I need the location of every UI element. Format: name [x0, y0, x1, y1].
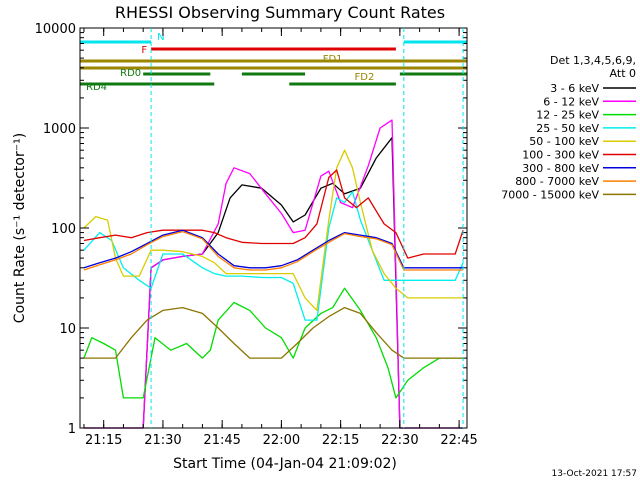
x-tick-label: 21:45 — [203, 433, 240, 448]
axes: 21:15 21:30 21:45 22:00 22:15 22:30 22:45 1 10 10… — [35, 22, 478, 448]
legend-label: 25 - 50 keV — [536, 122, 599, 135]
legend-label: 7000 - 15000 keV — [501, 188, 599, 201]
flag-bars: NF FD1 FD2 RD0 RD4 — [80, 32, 467, 93]
chart-title: RHESSI Observing Summary Count Rates — [115, 3, 445, 22]
x-tick-label: 22:30 — [381, 433, 418, 448]
x-tick-label: 21:30 — [144, 433, 181, 448]
y-tick-label: 1 — [68, 422, 76, 437]
y-tick-label: 10000 — [35, 22, 76, 37]
legend-header: Att 0 — [610, 67, 636, 80]
x-tick-label: 22:15 — [322, 433, 359, 448]
legend-label: 100 - 300 keV — [522, 149, 599, 162]
flag-label-f: F — [141, 45, 147, 56]
x-tick-label: 21:15 — [85, 433, 122, 448]
y-tick-label: 10 — [59, 322, 76, 337]
timestamp: 13-Oct-2021 17:57 — [552, 469, 637, 479]
y-axis-label: Count Rate (s⁻¹ detector⁻¹) — [12, 133, 28, 323]
x-axis-label: Start Time (04-Jan-04 21:09:02) — [173, 456, 397, 472]
legend-label: 300 - 800 keV — [522, 162, 599, 175]
legend-label: 50 - 100 keV — [529, 135, 599, 148]
legend-header: Det 1,3,4,5,6,9, — [550, 54, 636, 67]
y-tick-label: 100 — [51, 222, 76, 237]
flag-label-n: N — [157, 32, 164, 43]
flag-label-fd2: FD2 — [355, 72, 375, 83]
legend-label: 3 - 6 keV — [550, 82, 599, 95]
flag-label-rd4: RD4 — [86, 82, 107, 93]
x-tick-label: 22:00 — [263, 433, 300, 448]
series-line-100-300-kev — [83, 169, 464, 259]
series-line-25-50-kev — [83, 191, 464, 321]
legend-label: 12 - 25 keV — [536, 109, 599, 122]
series-line-50-100-kev — [83, 149, 464, 312]
series-line-12-25-kev — [83, 287, 464, 399]
legend-label: 800 - 7000 keV — [515, 175, 599, 188]
y-tick-label: 1000 — [43, 122, 76, 137]
flag-label-fd1: FD1 — [323, 54, 343, 65]
x-tick-label: 22:45 — [440, 433, 477, 448]
legend-label: 6 - 12 keV — [543, 95, 599, 108]
flag-label-rd0: RD0 — [120, 68, 141, 79]
